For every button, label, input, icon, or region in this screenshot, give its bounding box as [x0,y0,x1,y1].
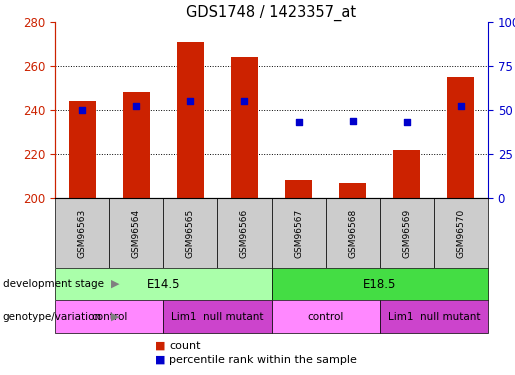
Bar [68,101,96,198]
Bar [109,198,163,268]
Text: GSM96564: GSM96564 [132,209,141,258]
Bar [393,150,420,198]
Point [349,117,357,123]
Text: GSM96570: GSM96570 [456,209,466,258]
Text: GSM96563: GSM96563 [78,209,87,258]
Bar [325,198,380,268]
Point [457,104,465,110]
Bar [285,180,312,198]
Text: count: count [169,341,200,351]
Bar [55,268,271,300]
Text: GSM96567: GSM96567 [294,209,303,258]
Text: control: control [91,312,127,321]
Bar [339,183,366,198]
Bar [380,198,434,268]
Point [78,107,86,113]
Point [186,98,195,104]
Text: ■: ■ [155,341,165,351]
Bar [271,300,380,333]
Point [241,98,249,104]
Bar [55,198,109,268]
Text: ■: ■ [155,355,165,365]
Point [132,104,140,110]
Point [403,119,411,125]
Bar [380,300,488,333]
Bar [231,57,258,198]
Text: GSM96566: GSM96566 [240,209,249,258]
Text: Lim1  null mutant: Lim1 null mutant [171,312,264,321]
Bar [163,300,271,333]
Text: control: control [307,312,344,321]
Bar [55,300,163,333]
Bar [177,42,204,198]
Bar [271,198,325,268]
Text: E14.5: E14.5 [146,278,180,291]
Point [295,119,303,125]
Text: ▶: ▶ [111,312,119,321]
Bar [123,92,150,198]
Bar [448,77,474,198]
Text: GSM96569: GSM96569 [402,209,411,258]
Title: GDS1748 / 1423357_at: GDS1748 / 1423357_at [186,4,356,21]
Bar [434,198,488,268]
Text: genotype/variation: genotype/variation [3,312,101,321]
Text: percentile rank within the sample: percentile rank within the sample [169,355,357,365]
Bar [271,268,488,300]
Bar [217,198,271,268]
Text: Lim1  null mutant: Lim1 null mutant [388,312,480,321]
Text: GSM96565: GSM96565 [186,209,195,258]
Text: ▶: ▶ [111,279,119,289]
Text: development stage: development stage [3,279,104,289]
Text: GSM96568: GSM96568 [348,209,357,258]
Text: E18.5: E18.5 [363,278,397,291]
Bar [163,198,217,268]
